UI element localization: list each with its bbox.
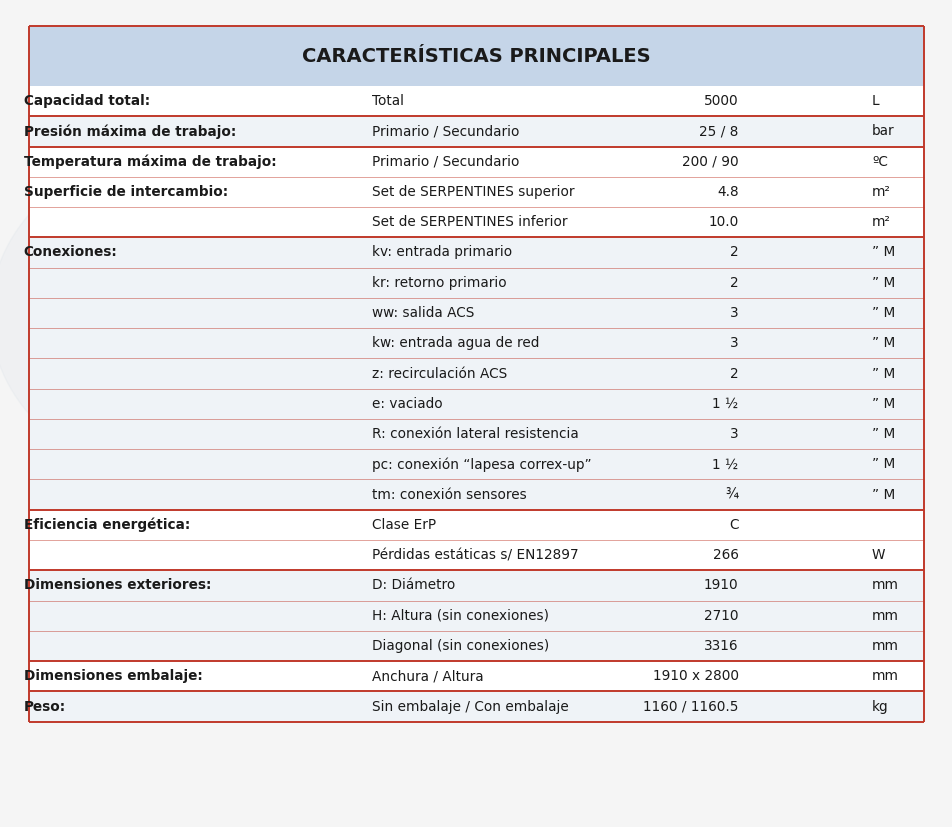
Text: kv: entrada primario: kv: entrada primario (371, 246, 511, 260)
Text: ww: salida ACS: ww: salida ACS (371, 306, 473, 320)
Text: Peso:: Peso: (24, 700, 66, 714)
Text: Pérdidas estáticas s/ EN12897: Pérdidas estáticas s/ EN12897 (371, 548, 578, 562)
Text: Presión máxima de trabajo:: Presión máxima de trabajo: (24, 124, 236, 139)
Text: Dimensiones embalaje:: Dimensiones embalaje: (24, 669, 203, 683)
Text: ” M: ” M (871, 246, 894, 260)
Text: bar: bar (871, 124, 894, 138)
Text: CARACTERÍSTICAS PRINCIPALES: CARACTERÍSTICAS PRINCIPALES (302, 47, 650, 65)
Text: Total: Total (371, 94, 404, 108)
Text: ” M: ” M (871, 397, 894, 411)
Text: ºC: ºC (871, 155, 887, 169)
Text: ” M: ” M (871, 427, 894, 441)
Text: ” M: ” M (871, 366, 894, 380)
Text: mm: mm (871, 578, 898, 592)
Text: tm: conexión sensores: tm: conexión sensores (371, 488, 526, 502)
Bar (29, 117, 923, 146)
Text: 1160 / 1160.5: 1160 / 1160.5 (643, 700, 738, 714)
Text: Dimensiones exteriores:: Dimensiones exteriores: (24, 578, 211, 592)
Text: 266: 266 (712, 548, 738, 562)
Text: 2: 2 (729, 275, 738, 289)
Text: 25 / 8: 25 / 8 (699, 124, 738, 138)
Text: Diagonal (sin conexiones): Diagonal (sin conexiones) (371, 639, 548, 653)
Text: ” M: ” M (871, 275, 894, 289)
Text: Anchura / Altura: Anchura / Altura (371, 669, 483, 683)
Text: L: L (871, 94, 879, 108)
Text: Sin embalaje / Con embalaje: Sin embalaje / Con embalaje (371, 700, 567, 714)
Bar (29, 237, 923, 509)
Text: 1910: 1910 (704, 578, 738, 592)
Text: W: W (871, 548, 884, 562)
Text: Set de SERPENTINES superior: Set de SERPENTINES superior (371, 185, 573, 199)
Circle shape (0, 149, 371, 480)
Bar (29, 26, 923, 86)
Text: Primario / Secundario: Primario / Secundario (371, 124, 519, 138)
Text: 3: 3 (729, 306, 738, 320)
Text: Superficie de intercambio:: Superficie de intercambio: (24, 185, 228, 199)
Text: 2: 2 (729, 246, 738, 260)
Text: kg: kg (871, 700, 887, 714)
Bar (29, 146, 923, 237)
Text: 3: 3 (729, 337, 738, 351)
Text: mm: mm (871, 639, 898, 653)
Text: mm: mm (871, 669, 898, 683)
Bar (29, 661, 923, 691)
Text: 4.8: 4.8 (716, 185, 738, 199)
Text: Eficiencia energética:: Eficiencia energética: (24, 518, 189, 532)
Circle shape (86, 232, 276, 397)
Text: 2: 2 (729, 366, 738, 380)
Circle shape (38, 380, 343, 645)
Text: kr: retorno primario: kr: retorno primario (371, 275, 506, 289)
Text: pc: conexión “lapesa correx-up”: pc: conexión “lapesa correx-up” (371, 457, 590, 471)
Text: 200 / 90: 200 / 90 (682, 155, 738, 169)
Bar (29, 571, 923, 661)
Text: 2710: 2710 (704, 609, 738, 623)
Text: Set de SERPENTINES inferior: Set de SERPENTINES inferior (371, 215, 566, 229)
Bar (29, 86, 923, 117)
Text: 1910 x 2800: 1910 x 2800 (652, 669, 738, 683)
Text: m²: m² (871, 185, 890, 199)
Text: Primario / Secundario: Primario / Secundario (371, 155, 519, 169)
Text: ” M: ” M (871, 337, 894, 351)
Text: ” M: ” M (871, 306, 894, 320)
Text: ¾: ¾ (724, 488, 738, 502)
Text: m²: m² (871, 215, 890, 229)
Text: R: conexión lateral resistencia: R: conexión lateral resistencia (371, 427, 578, 441)
Bar (29, 509, 923, 571)
Text: 1 ½: 1 ½ (712, 397, 738, 411)
Text: 3: 3 (729, 427, 738, 441)
Text: Clase ErP: Clase ErP (371, 518, 435, 532)
Text: Temperatura máxima de trabajo:: Temperatura máxima de trabajo: (24, 155, 276, 169)
Text: 10.0: 10.0 (707, 215, 738, 229)
Text: D: Diámetro: D: Diámetro (371, 578, 454, 592)
Text: ” M: ” M (871, 488, 894, 502)
Text: mm: mm (871, 609, 898, 623)
Text: Conexiones:: Conexiones: (24, 246, 117, 260)
Text: Capacidad total:: Capacidad total: (24, 94, 149, 108)
Text: kw: entrada agua de red: kw: entrada agua de red (371, 337, 539, 351)
Text: C: C (728, 518, 738, 532)
Text: e: vaciado: e: vaciado (371, 397, 442, 411)
Bar (29, 691, 923, 722)
Text: 3316: 3316 (704, 639, 738, 653)
Text: z: recirculación ACS: z: recirculación ACS (371, 366, 506, 380)
Text: 5000: 5000 (704, 94, 738, 108)
Text: 1 ½: 1 ½ (712, 457, 738, 471)
Text: ” M: ” M (871, 457, 894, 471)
Text: H: Altura (sin conexiones): H: Altura (sin conexiones) (371, 609, 548, 623)
